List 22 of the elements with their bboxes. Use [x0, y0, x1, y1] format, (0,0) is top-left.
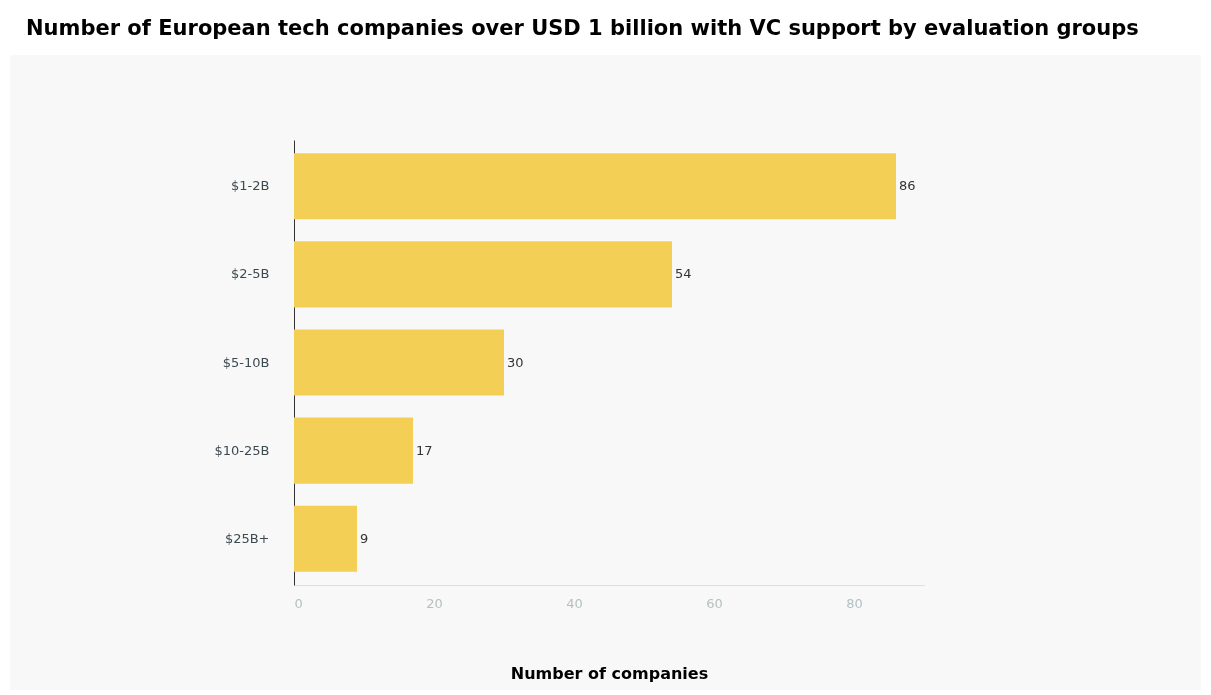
bar	[294, 329, 504, 396]
data-label: 9	[360, 530, 369, 546]
data-label: 17	[416, 442, 433, 458]
y-tick-label: $2-5B	[231, 266, 270, 282]
y-tick-label: $25B+	[224, 530, 270, 546]
x-tick-label: 0	[294, 595, 303, 611]
data-label: 86	[899, 178, 916, 194]
y-tick-label: $1-2B	[231, 178, 270, 194]
bar	[294, 505, 357, 572]
data-label: 30	[507, 354, 524, 370]
x-tick-label: 80	[846, 595, 863, 611]
bar	[294, 241, 672, 308]
x-tick-label: 60	[706, 595, 723, 611]
y-tick-label: $5-10B	[222, 354, 270, 370]
x-tick-label: 20	[426, 595, 443, 611]
bar	[294, 153, 896, 220]
x-axis-title: Number of companies	[510, 663, 709, 683]
data-label: 54	[675, 266, 692, 282]
chart-title: Number of European tech companies over USD 1 billion with VC support by evaluation groups	[26, 16, 1139, 40]
bar	[294, 417, 413, 484]
x-tick-label: 40	[566, 595, 583, 611]
y-tick-label: $10-25B	[214, 442, 270, 458]
